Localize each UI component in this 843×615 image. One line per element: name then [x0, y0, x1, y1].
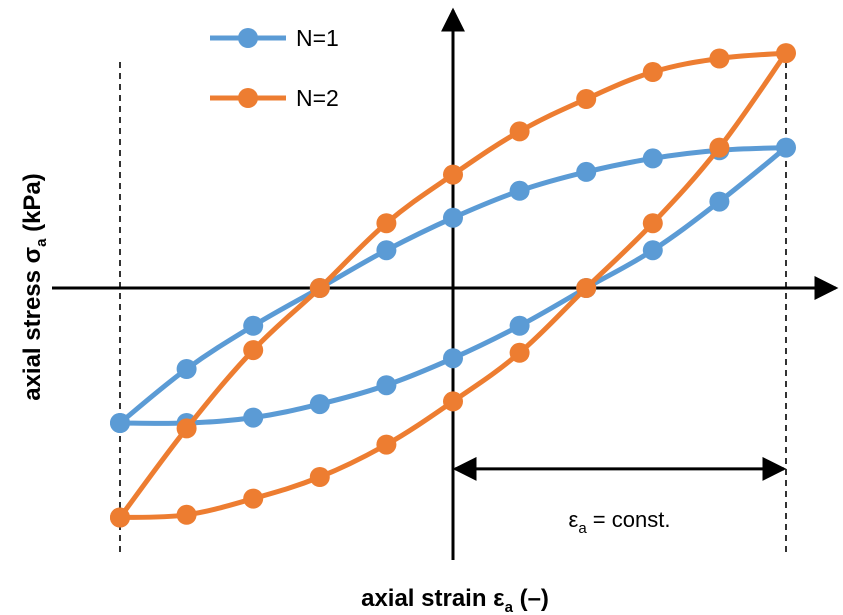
y-axis-label: axial stress σa (kPa) — [19, 173, 50, 401]
legend: N=1 N=2 — [210, 25, 339, 111]
annotation-label-sub: a — [578, 520, 587, 537]
series-2-point-8 — [642, 62, 663, 82]
legend-marker-2 — [238, 88, 258, 108]
series-1-point-10 — [776, 137, 796, 158]
y-axis-label-sub: a — [33, 238, 50, 247]
series-layer — [110, 43, 796, 528]
series-1-point-7 — [576, 161, 597, 182]
series-1-point-6 — [509, 180, 530, 201]
series-2-point-5 — [443, 164, 463, 185]
series-2-point-19 — [176, 504, 197, 525]
x-axis-label-tail: (–) — [513, 585, 549, 612]
series-1-point-1 — [176, 359, 197, 379]
series-2-point-16 — [376, 434, 397, 455]
series-1-point-12 — [642, 240, 663, 261]
series-2-point-18 — [243, 488, 264, 509]
series-1-point-14 — [509, 315, 530, 336]
series-2-point-10 — [776, 43, 796, 64]
series-2-point-20 — [110, 507, 130, 528]
series-2-branch-1 — [117, 50, 789, 520]
strain-amplitude-annotation: εa = const. — [452, 456, 787, 537]
series-1-point-20 — [110, 413, 130, 433]
legend-item-1: N=1 — [210, 25, 339, 51]
series-2-point-3 — [309, 278, 330, 298]
series-2-point-11 — [709, 137, 730, 158]
series-1-point-17 — [309, 394, 330, 415]
x-axis-label-sub: a — [505, 599, 514, 615]
y-axis-label-main: axial stress σ — [19, 247, 46, 401]
legend-label-2: N=2 — [296, 85, 339, 111]
x-axis-label: axial strain εa (–) — [361, 585, 549, 615]
annotation-label-tail: = const. — [587, 507, 671, 532]
series-1-point-11 — [709, 191, 730, 212]
series-2-point-12 — [642, 213, 663, 234]
series-2-point-15 — [443, 391, 463, 412]
series-2-point-9 — [709, 48, 730, 69]
series-2 — [110, 43, 796, 528]
legend-item-2: N=2 — [210, 85, 339, 111]
series-2-point-6 — [509, 121, 530, 142]
series-2-point-17 — [309, 467, 330, 487]
series-1-point-5 — [443, 207, 463, 228]
series-2-point-14 — [509, 342, 530, 363]
y-axis-label-tail: (kPa) — [19, 173, 46, 238]
annotation-label: εa = const. — [569, 507, 671, 537]
legend-label-1: N=1 — [296, 25, 339, 51]
series-2-point-7 — [576, 89, 597, 109]
series-1-point-16 — [376, 375, 397, 396]
series-2-point-2 — [243, 340, 264, 361]
legend-marker-1 — [238, 28, 258, 48]
series-1-point-4 — [376, 240, 397, 261]
series-2-branch-2 — [117, 50, 789, 520]
series-2-point-4 — [376, 213, 397, 234]
series-1-point-15 — [443, 348, 463, 369]
annotation-label-main: ε — [569, 507, 579, 532]
series-1-point-18 — [243, 407, 264, 428]
series-1-point-8 — [642, 148, 663, 169]
series-1-point-2 — [243, 315, 264, 336]
series-2-point-1 — [176, 418, 197, 439]
series-2-point-13 — [576, 278, 597, 298]
x-axis-label-main: axial strain ε — [361, 585, 504, 612]
